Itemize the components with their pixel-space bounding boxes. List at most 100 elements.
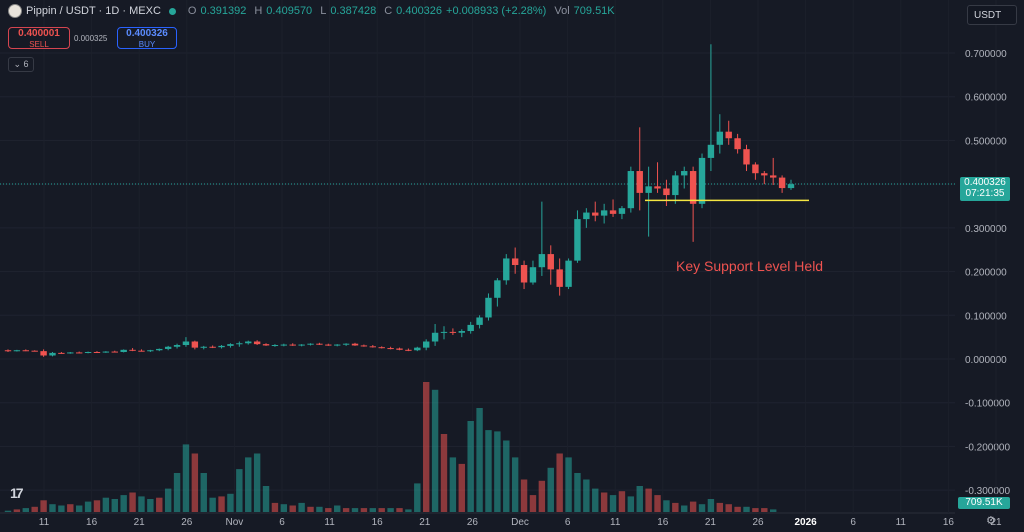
volume-bar [49, 504, 56, 512]
volume-bar [689, 501, 697, 512]
candle-body [58, 352, 65, 354]
gear-icon[interactable]: ⚙ [986, 515, 996, 527]
y-tick-label: 0.600000 [965, 93, 1007, 104]
volume-bar [485, 430, 492, 512]
volume-bar [369, 508, 377, 512]
volume-bar [707, 499, 715, 512]
candle-body [574, 219, 581, 261]
x-tick-label: 11 [896, 517, 907, 528]
x-tick-label: 11 [39, 517, 50, 528]
volume-bar [636, 486, 643, 512]
candle-body [31, 350, 38, 352]
volume-bar [618, 491, 626, 512]
volume-label: Vol [554, 5, 570, 17]
candle-body [476, 317, 483, 325]
symbol-title[interactable]: Pippin / USDT · 1D · MEXC [26, 5, 161, 17]
candle-body [351, 343, 359, 346]
candle-body [147, 350, 154, 352]
volume-bar [111, 499, 118, 512]
candle-body [164, 346, 172, 349]
volume-bar [503, 440, 510, 512]
candle-body [565, 260, 572, 287]
volume-bar [547, 467, 554, 512]
volume-bar [156, 497, 163, 512]
candle-body [627, 171, 635, 209]
volume-bar [84, 501, 92, 512]
x-tick-label: 16 [372, 517, 384, 528]
x-tick-label: 21 [990, 517, 1002, 528]
candle-body [280, 344, 288, 346]
candle-body [503, 258, 510, 281]
candle-body [592, 212, 599, 216]
volume-bar [467, 421, 474, 512]
candle-body [236, 343, 243, 345]
volume-bar [440, 434, 448, 512]
x-tick-label: 16 [943, 517, 955, 528]
volume-bar [458, 463, 465, 512]
volume-bar [494, 431, 501, 512]
volume-bar [654, 495, 661, 512]
sell-button[interactable]: 0.400001 SELL [8, 27, 70, 49]
candle-body [663, 188, 670, 196]
y-tick-label: 0.300000 [965, 224, 1007, 235]
indicators-toggle[interactable]: ⌄ 6 [8, 57, 34, 72]
candle-body [485, 297, 492, 318]
volume-bar [307, 506, 314, 512]
volume-bar [191, 453, 199, 512]
volume-bar [227, 493, 234, 512]
volume-bar [681, 505, 688, 512]
y-tick-label: 0.100000 [965, 311, 1007, 322]
volume-bar [627, 496, 635, 512]
candle-body [752, 164, 759, 174]
market-status-icon [168, 7, 176, 15]
candle-body [102, 351, 110, 353]
buy-button[interactable]: 0.400326 BUY [117, 27, 177, 49]
candle-body [440, 331, 448, 333]
x-tick-label: 11 [324, 517, 335, 528]
close-value: 0.400326 [396, 5, 443, 17]
volume-bar [173, 473, 181, 512]
candle-body [743, 149, 750, 165]
candle-body [431, 332, 439, 342]
candle-body [67, 352, 74, 354]
volume-bar [520, 479, 528, 512]
y-tick-label: 0.500000 [965, 136, 1007, 147]
candle-body [422, 341, 430, 348]
candle-body [538, 254, 546, 268]
volume-bar [511, 457, 519, 512]
volume-bar [334, 505, 341, 512]
x-tick-label: 2026 [794, 517, 817, 528]
candle-body [93, 352, 101, 354]
tradingview-logo-icon[interactable]: 17 [10, 485, 24, 501]
volume-bar [253, 453, 261, 512]
x-tick-label: 26 [181, 517, 193, 528]
volume-value: 709.51K [573, 5, 615, 17]
spread-value: 0.000325 [74, 34, 108, 43]
candle-body [547, 254, 554, 270]
volume-bar [645, 488, 652, 512]
volume-bar [31, 506, 38, 512]
currency-select[interactable]: USDT [967, 5, 1017, 25]
candle-body [672, 175, 679, 196]
candle-body [761, 173, 768, 176]
high-value: 0.409570 [266, 5, 313, 17]
volume-bar [75, 505, 83, 512]
volume-bar [583, 479, 590, 512]
volume-bar [120, 495, 127, 512]
x-tick-label: 26 [467, 517, 479, 528]
volume-bar [609, 495, 617, 512]
open-value: 0.391392 [200, 5, 247, 17]
candle-body [725, 131, 732, 139]
x-tick-label: 16 [657, 517, 669, 528]
volume-bar [4, 510, 12, 512]
candle-body [191, 341, 199, 348]
close-label: C [384, 5, 393, 17]
volume-bar [218, 496, 225, 512]
y-tick-label: 0.200000 [965, 268, 1007, 279]
candle-body [636, 171, 643, 193]
candle-body [253, 341, 261, 345]
candle-body [520, 265, 528, 283]
candle-body [156, 348, 163, 351]
volume-bar [351, 508, 359, 512]
